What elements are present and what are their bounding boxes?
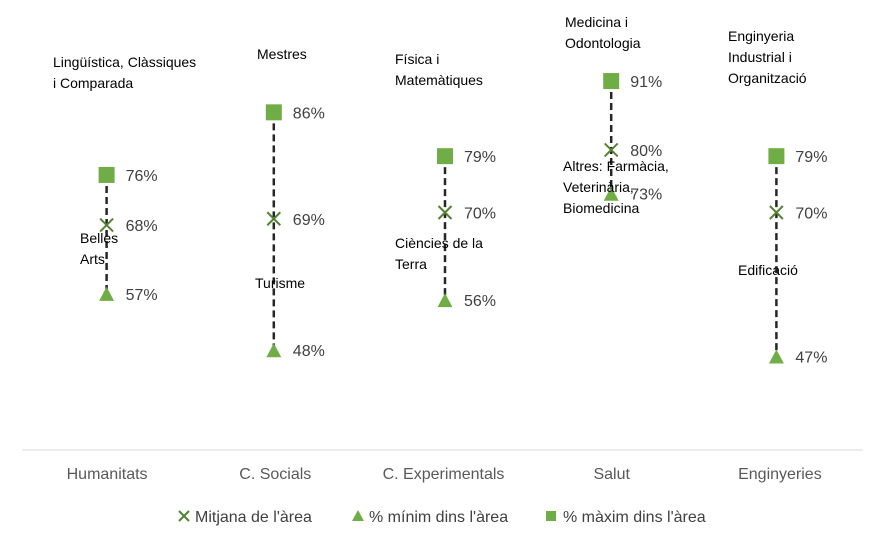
data-label-max: 86% bbox=[293, 105, 325, 122]
data-labels: 76% 68% 57% 86% 69% 48% 79% 70% 56% 91% 80% 73% 79% 7… bbox=[126, 74, 828, 366]
legend-item-min: % mínim dins l'àrea bbox=[352, 509, 508, 526]
mean-marker bbox=[99, 217, 114, 233]
mean-marker bbox=[437, 205, 453, 220]
annotation-max: Mestres bbox=[257, 46, 307, 62]
annotation-max: Enginyeria Industrial i Organització bbox=[728, 28, 807, 86]
mean-marker bbox=[769, 205, 784, 220]
min-marker bbox=[768, 349, 784, 364]
data-label-min: 57% bbox=[126, 287, 158, 304]
data-label-max: 79% bbox=[795, 149, 827, 166]
max-marker bbox=[768, 148, 785, 165]
category-label: Salut bbox=[593, 466, 630, 483]
category-label: C. Socials bbox=[239, 466, 311, 483]
mean-marker bbox=[266, 211, 282, 226]
data-label-max: 79% bbox=[464, 149, 496, 166]
annotation-min: Belles Arts bbox=[80, 230, 118, 267]
legend-square-marker bbox=[546, 511, 556, 521]
data-label-min: 73% bbox=[630, 187, 662, 204]
min-marker bbox=[99, 286, 115, 301]
annotations: Lingüística, Clàssiques i Comparada Belles… bbox=[53, 14, 807, 291]
max-marker bbox=[98, 166, 115, 183]
data-label-min: 47% bbox=[795, 349, 827, 366]
data-label-max: 76% bbox=[126, 168, 158, 185]
legend-x-marker bbox=[178, 510, 190, 522]
data-markers bbox=[98, 73, 785, 364]
category-labels: Humanitats C. Socials C. Experimentals Salu… bbox=[67, 466, 822, 483]
data-label-mean: 70% bbox=[795, 206, 827, 223]
annotation-min: Altres: Farmàcia, Veterinària, Biomedicina bbox=[563, 158, 669, 216]
max-marker bbox=[603, 73, 620, 90]
legend-label: % mínim dins l'àrea bbox=[369, 509, 508, 526]
data-label-mean: 68% bbox=[126, 218, 158, 235]
annotation-min: Turisme bbox=[255, 275, 305, 291]
annotation-min: Edificació bbox=[738, 262, 798, 278]
category-label: Humanitats bbox=[67, 466, 148, 483]
mean-marker bbox=[603, 142, 619, 158]
category-label: C. Experimentals bbox=[383, 466, 505, 483]
annotation-max: Lingüística, Clàssiques i Comparada bbox=[53, 54, 196, 91]
legend-triangle-marker bbox=[352, 510, 364, 521]
legend-item-mean: Mitjana de l'àrea bbox=[178, 509, 312, 526]
range-connectors bbox=[105, 81, 778, 357]
legend-label: % màxim dins l'àrea bbox=[563, 509, 706, 526]
max-marker bbox=[265, 104, 282, 121]
data-label-mean: 80% bbox=[630, 143, 662, 160]
data-label-min: 48% bbox=[293, 343, 325, 360]
data-label-mean: 70% bbox=[464, 206, 496, 223]
data-label-mean: 69% bbox=[293, 212, 325, 229]
annotation-min: Ciències de la Terra bbox=[395, 235, 483, 272]
data-label-min: 56% bbox=[464, 293, 496, 310]
legend-label: Mitjana de l'àrea bbox=[195, 509, 312, 526]
max-marker bbox=[437, 148, 453, 165]
legend-item-max: % màxim dins l'àrea bbox=[546, 509, 706, 526]
data-label-max: 91% bbox=[630, 74, 662, 91]
annotation-max: Medicina i Odontologia bbox=[565, 14, 641, 51]
annotation-max: Física i Matemàtiques bbox=[395, 51, 483, 88]
category-label: Enginyeries bbox=[738, 466, 822, 483]
min-marker bbox=[266, 343, 282, 358]
legend: Mitjana de l'àrea % mínim dins l'àrea % mà… bbox=[178, 509, 706, 526]
min-marker bbox=[603, 186, 619, 201]
min-marker bbox=[437, 293, 453, 308]
